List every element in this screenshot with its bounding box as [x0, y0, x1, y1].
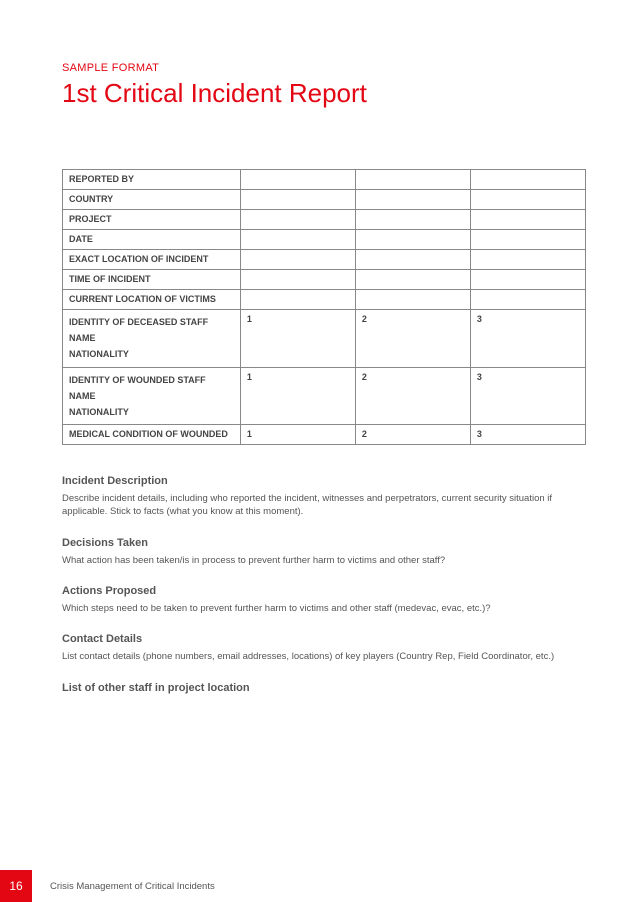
row-value [470, 190, 585, 210]
section-body: Which steps need to be taken to prevent … [62, 602, 586, 615]
row-value: 3 [470, 425, 585, 445]
section-heading: Actions Proposed [62, 585, 586, 597]
row-value: 3 [470, 367, 585, 425]
row-value [355, 170, 470, 190]
row-value [355, 210, 470, 230]
table-row: COUNTRY [63, 190, 586, 210]
row-value [355, 290, 470, 310]
row-value [470, 210, 585, 230]
footer-doc-title: Crisis Management of Critical Incidents [50, 881, 215, 892]
section-body: Describe incident details, including who… [62, 492, 586, 519]
row-value: 1 [240, 425, 355, 445]
row-value: 3 [470, 310, 585, 368]
table-row: IDENTITY OF WOUNDED STAFFNAMENATIONALITY… [63, 367, 586, 425]
table-row: EXACT LOCATION OF INCIDENT [63, 250, 586, 270]
row-value [240, 250, 355, 270]
row-value [355, 250, 470, 270]
row-value [470, 250, 585, 270]
row-label: COUNTRY [63, 190, 241, 210]
page-number-badge: 16 [0, 870, 32, 902]
document-page: SAMPLE FORMAT 1st Critical Incident Repo… [0, 0, 638, 902]
row-value: 1 [240, 310, 355, 368]
table-row: CURRENT LOCATION OF VICTIMS [63, 290, 586, 310]
content-section: Contact Details List contact details (pho… [62, 633, 586, 663]
section-body: List contact details (phone numbers, ema… [62, 650, 586, 663]
row-value [240, 290, 355, 310]
row-value [355, 270, 470, 290]
row-value: 2 [355, 310, 470, 368]
row-value [470, 270, 585, 290]
content-section: Actions Proposed Which steps need to be t… [62, 585, 586, 615]
table-row: IDENTITY OF DECEASED STAFFNAMENATIONALIT… [63, 310, 586, 368]
row-value: 2 [355, 367, 470, 425]
table-row: MEDICAL CONDITION OF WOUNDED123 [63, 425, 586, 445]
row-label: MEDICAL CONDITION OF WOUNDED [63, 425, 241, 445]
row-value [240, 270, 355, 290]
row-label: IDENTITY OF WOUNDED STAFFNAMENATIONALITY [63, 367, 241, 425]
row-value [470, 230, 585, 250]
row-value [240, 190, 355, 210]
row-value [470, 290, 585, 310]
content-section: Incident Description Describe incident de… [62, 475, 586, 519]
section-heading: Incident Description [62, 475, 586, 487]
row-label: REPORTED BY [63, 170, 241, 190]
content-section: Decisions Taken What action has been take… [62, 537, 586, 567]
row-value [355, 230, 470, 250]
kicker-text: SAMPLE FORMAT [62, 62, 586, 74]
table-row: TIME OF INCIDENT [63, 270, 586, 290]
section-body: What action has been taken/is in process… [62, 554, 586, 567]
table-row: REPORTED BY [63, 170, 586, 190]
table-row: PROJECT [63, 210, 586, 230]
row-value [240, 170, 355, 190]
section-heading: Decisions Taken [62, 537, 586, 549]
row-label: PROJECT [63, 210, 241, 230]
content-section: List of other staff in project location [62, 682, 586, 694]
row-value: 2 [355, 425, 470, 445]
incident-form-table: REPORTED BYCOUNTRYPROJECTDATEEXACT LOCAT… [62, 169, 586, 445]
row-value [240, 230, 355, 250]
row-value [355, 190, 470, 210]
row-label: TIME OF INCIDENT [63, 270, 241, 290]
page-title: 1st Critical Incident Report [62, 78, 586, 109]
section-heading: List of other staff in project location [62, 682, 586, 694]
row-value [470, 170, 585, 190]
row-label: CURRENT LOCATION OF VICTIMS [63, 290, 241, 310]
row-label: EXACT LOCATION OF INCIDENT [63, 250, 241, 270]
page-footer: 16 Crisis Management of Critical Inciden… [0, 870, 638, 902]
row-label: DATE [63, 230, 241, 250]
section-heading: Contact Details [62, 633, 586, 645]
row-value [240, 210, 355, 230]
table-row: DATE [63, 230, 586, 250]
row-value: 1 [240, 367, 355, 425]
row-label: IDENTITY OF DECEASED STAFFNAMENATIONALIT… [63, 310, 241, 368]
